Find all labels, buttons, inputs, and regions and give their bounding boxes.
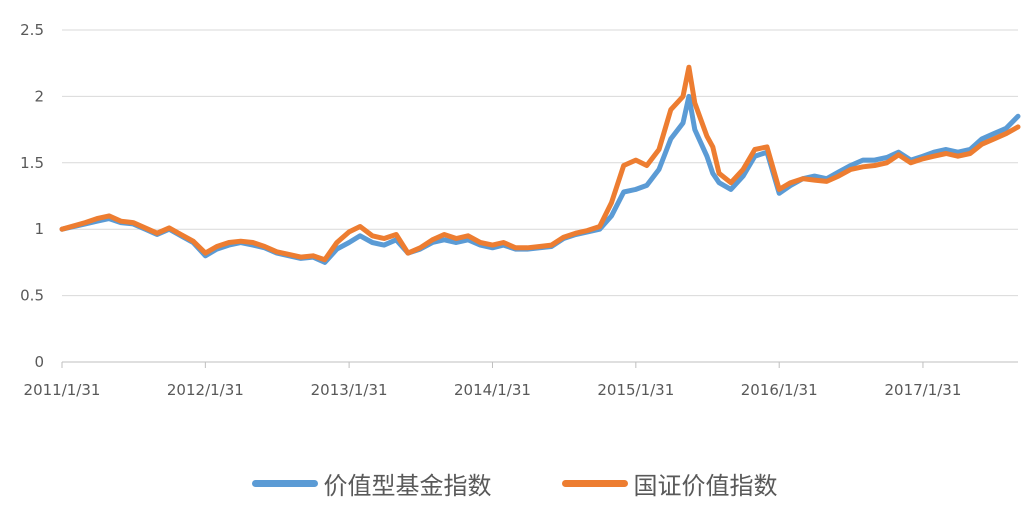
series-lines	[59, 64, 1021, 265]
y-tick-label: 2	[34, 87, 44, 105]
x-tick-label: 2017/1/31	[884, 381, 961, 399]
legend-swatch-series-1	[251, 480, 318, 487]
legend-item-series-2: 国证价值指数	[561, 466, 778, 501]
x-axis: 2011/1/31 2012/1/31 2013/1/31 2014/1/31 2015…	[24, 361, 1018, 399]
legend: 价值型基金指数 国证价值指数	[0, 466, 1029, 501]
series-line-1	[59, 93, 1021, 265]
y-tick-label: 1	[34, 220, 44, 238]
x-tick-label: 2014/1/31	[454, 381, 531, 399]
x-tick-label: 2016/1/31	[741, 381, 818, 399]
x-tick-label: 2015/1/31	[597, 381, 674, 399]
y-tick-label: 0	[34, 353, 44, 371]
legend-swatch-series-2	[561, 480, 628, 487]
y-tick-label: 0.5	[20, 287, 44, 305]
line-chart: 0 0.5 1 1.5 2 2.5 2011/1/31 2012/1/31 2013/1/31…	[20, 21, 1021, 399]
legend-item-series-1: 价值型基金指数	[251, 466, 492, 501]
series-line-2	[59, 64, 1021, 263]
legend-label-series-2: 国证价值指数	[633, 472, 778, 500]
x-tick-label: 2012/1/31	[167, 381, 244, 399]
legend-label-series-1: 价值型基金指数	[323, 472, 492, 500]
y-axis-tick-labels: 0 0.5 1 1.5 2 2.5	[20, 21, 44, 371]
x-tick-label: 2013/1/31	[311, 381, 388, 399]
x-tick-label: 2011/1/31	[24, 381, 101, 399]
y-tick-label: 2.5	[20, 21, 44, 39]
gridlines	[62, 29, 1018, 297]
y-tick-label: 1.5	[20, 154, 44, 172]
